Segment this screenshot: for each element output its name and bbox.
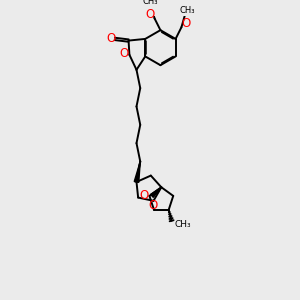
Polygon shape: [134, 161, 140, 182]
Text: CH₃: CH₃: [143, 0, 158, 6]
Text: O: O: [148, 199, 157, 212]
Text: O: O: [181, 16, 190, 30]
Text: O: O: [146, 8, 155, 21]
Text: CH₃: CH₃: [175, 220, 192, 229]
Polygon shape: [151, 187, 161, 197]
Text: O: O: [119, 47, 129, 60]
Text: O: O: [106, 32, 115, 45]
Text: O: O: [140, 189, 149, 203]
Text: CH₃: CH₃: [179, 6, 195, 15]
